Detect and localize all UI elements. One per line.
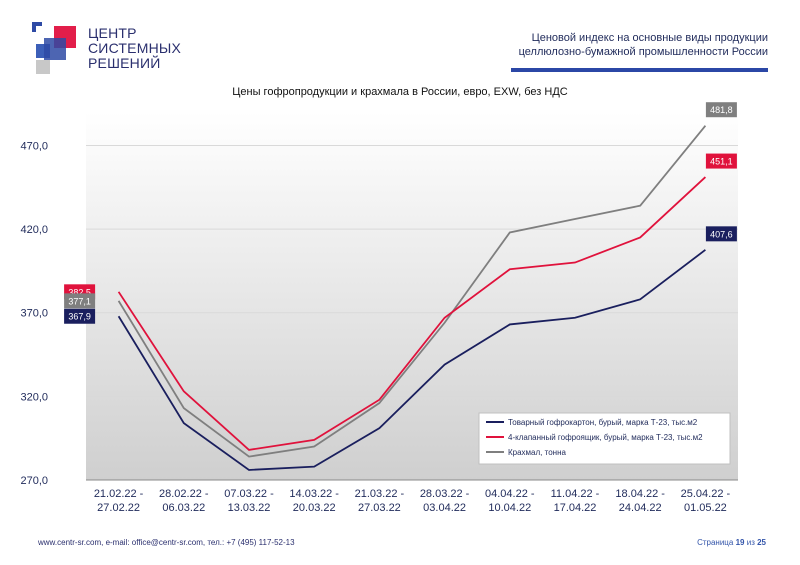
svg-text:451,1: 451,1 — [710, 157, 733, 167]
chart-legend: Товарный гофрокартон, бурый, марка Т-23,… — [478, 412, 731, 465]
svg-text:Товарный гофрокартон, бурый, м: Товарный гофрокартон, бурый, марка Т-23,… — [508, 418, 698, 427]
svg-text:382,5: 382,5 — [68, 287, 91, 297]
x-tick-label: 18.04.22 -24.04.22 — [615, 488, 665, 514]
series-line — [117, 176, 707, 451]
y-tick-label: 370,0 — [20, 308, 48, 320]
footer-contacts: www.centr-sr.com, e-mail: office@centr-s… — [38, 538, 295, 547]
data-label: 377,1 — [64, 293, 96, 309]
y-tick-label: 320,0 — [20, 391, 48, 403]
x-tick-label: 14.03.22 -20.03.22 — [289, 488, 339, 514]
y-tick-label: 270,0 — [20, 475, 48, 487]
data-label: 481,8 — [705, 102, 737, 118]
series-line — [117, 125, 707, 458]
page-indicator: Страница 19 из 25 — [697, 538, 766, 547]
legend-item: Товарный гофрокартон, бурый, марка Т-23,… — [486, 418, 698, 427]
data-label: 367,9 — [64, 308, 96, 324]
legend-item: 4-клапанный гофроящик, бурый, марка Т-23… — [486, 433, 703, 442]
y-tick-label: 470,0 — [20, 140, 48, 152]
svg-text:377,1: 377,1 — [68, 296, 91, 306]
svg-text:Крахмал, тонна: Крахмал, тонна — [508, 448, 566, 457]
x-tick-label: 04.04.22 -10.04.22 — [485, 488, 535, 514]
svg-text:481,8: 481,8 — [710, 105, 733, 115]
legend-item: Крахмал, тонна — [486, 448, 566, 457]
x-tick-label: 21.03.22 -27.03.22 — [355, 488, 405, 514]
svg-text:367,9: 367,9 — [68, 312, 91, 322]
x-tick-label: 28.02.22 -06.03.22 — [159, 488, 209, 514]
price-chart: 270,0 320,0 370,0 420,0 470,0 21.02.22 -27.0… — [20, 102, 738, 514]
x-tick-label: 11.04.22 -17.04.22 — [551, 488, 600, 514]
x-tick-label: 28.03.22 -03.04.22 — [420, 488, 470, 514]
svg-text:407,6: 407,6 — [710, 229, 733, 239]
data-label: 407,6 — [705, 226, 737, 242]
data-label: 451,1 — [705, 153, 737, 169]
report-heading: Ценовой индекс на основные виды продукци… — [518, 32, 768, 58]
chart-title: Цены гофропродукции и крахмала в России,… — [232, 86, 568, 98]
company-logo — [32, 22, 76, 74]
svg-text:4-клапанный гофроящик, бурый,: 4-клапанный гофроящик, бурый, марка Т-23… — [508, 433, 703, 442]
series-line — [117, 249, 706, 471]
y-tick-label: 420,0 — [20, 224, 48, 236]
company-name: ЦЕНТР СИСТЕМНЫХ РЕШЕНИЙ — [88, 25, 182, 71]
x-tick-label: 07.03.22 -13.03.22 — [224, 488, 274, 514]
x-tick-label: 21.02.22 -27.02.22 — [94, 488, 144, 514]
header-accent-bar — [511, 68, 768, 72]
x-tick-label: 25.04.22 -01.05.22 — [681, 488, 731, 514]
